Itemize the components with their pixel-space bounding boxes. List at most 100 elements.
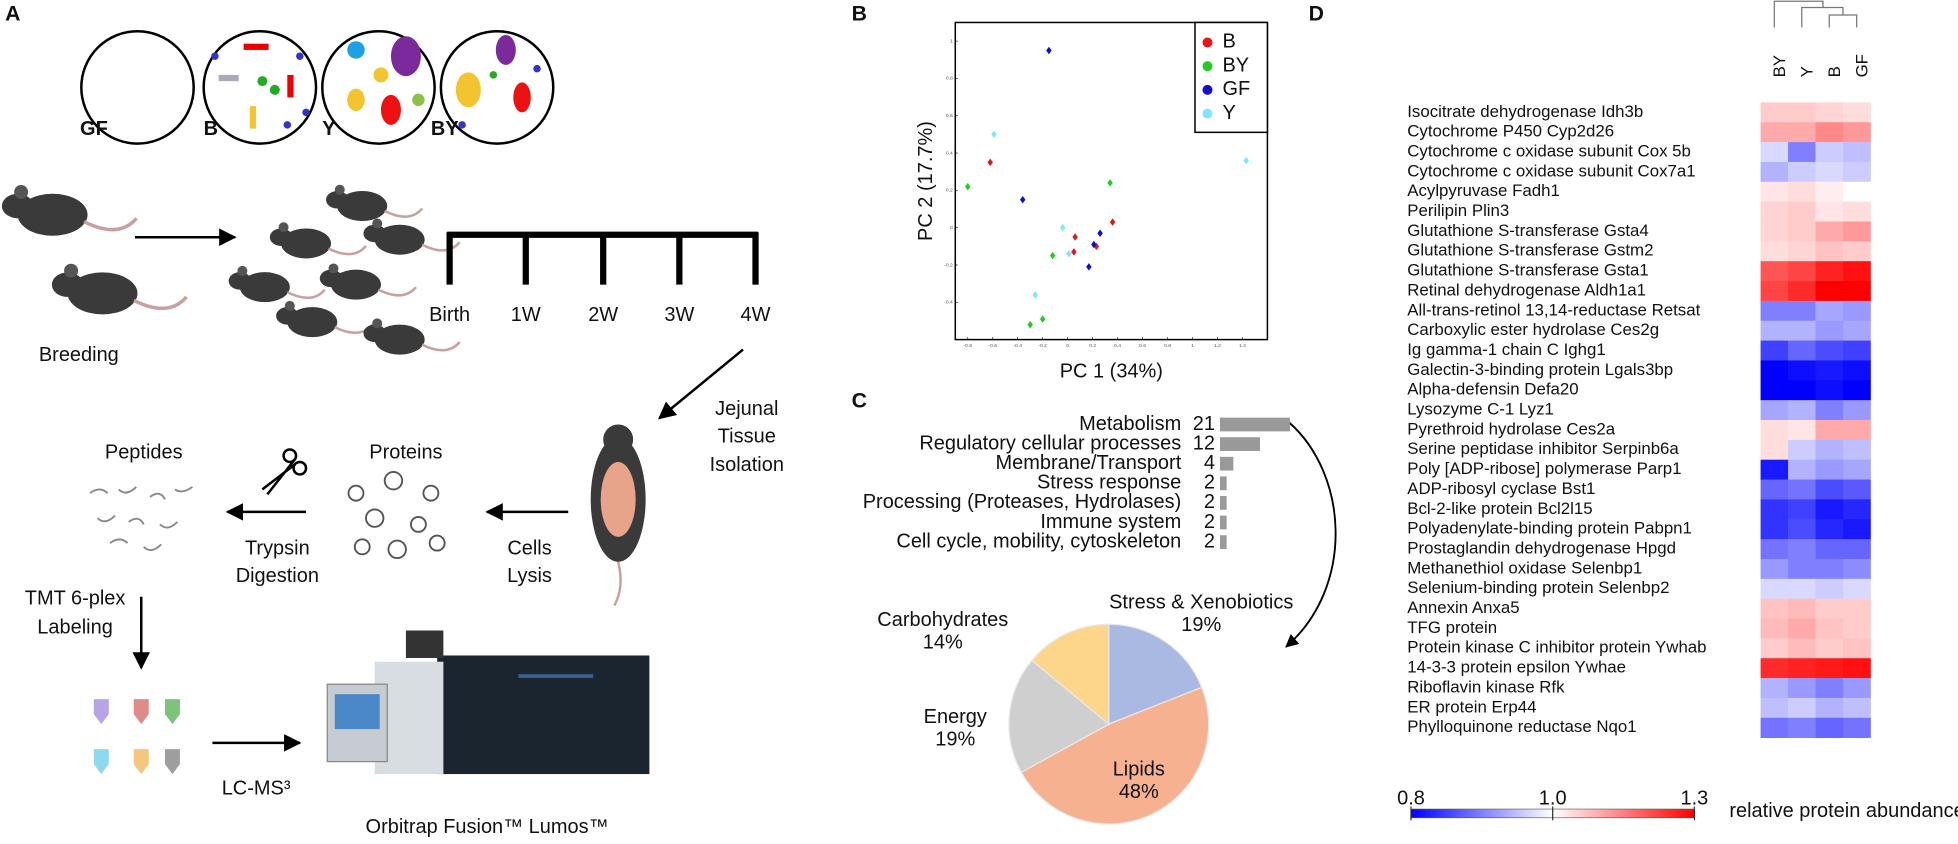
- point: [1243, 156, 1249, 165]
- timeline-label: 4W: [741, 304, 771, 326]
- y-tick-label: -0.2: [944, 262, 953, 268]
- heatmap-cell: [1788, 241, 1816, 262]
- heatmap-cell: [1815, 479, 1844, 500]
- heatmap-cell: [1788, 717, 1816, 739]
- row-label: Methanethiol oxidase Selenbp1: [1407, 558, 1642, 577]
- row-label: Protein kinase C inhibitor protein Ywhab: [1407, 638, 1706, 657]
- point: [1019, 195, 1026, 204]
- slice-value: 19%: [1181, 614, 1221, 636]
- group-label: B: [204, 118, 218, 140]
- step-label: Cells: [507, 538, 551, 560]
- colorbar-label: relative protein abundance: [1729, 800, 1958, 822]
- heatmap-cell: [1788, 658, 1816, 679]
- heatmap-cell: [1760, 221, 1789, 242]
- legend-marker: [1202, 108, 1213, 119]
- heatmap-cell: [1815, 142, 1844, 163]
- pie-slice: [1020, 686, 1210, 825]
- heatmap-cell: [1760, 300, 1789, 322]
- heatmap-cell: [1760, 558, 1789, 580]
- point: [1107, 179, 1113, 187]
- group-label: GF: [80, 118, 108, 140]
- heatmap-cell: [1788, 122, 1816, 143]
- row-label: Serine peptidase inhibitor Serpinb6a: [1407, 439, 1679, 458]
- heatmap-cell: [1788, 360, 1816, 381]
- heatmap-cell: [1815, 281, 1844, 302]
- heatmap-cell: [1788, 300, 1816, 322]
- point: [1049, 251, 1056, 260]
- bar: [1219, 437, 1260, 451]
- heatmap-cell: [1760, 122, 1789, 143]
- slice-value: 14%: [923, 631, 963, 653]
- value-label: 2: [1204, 530, 1215, 552]
- heatmap-cell: [1842, 300, 1871, 322]
- value-label: 12: [1193, 432, 1215, 454]
- mice: [0, 183, 461, 356]
- step-label: Proteins: [369, 441, 442, 463]
- heatmap-cell: [1815, 261, 1844, 282]
- heatmap-cell: [1842, 578, 1871, 600]
- heatmap-cell: [1788, 380, 1816, 401]
- point: [1072, 233, 1078, 241]
- category-label: Metabolism: [1079, 413, 1181, 435]
- heatmap-cell: [1842, 499, 1871, 520]
- x-tick-label: 0.2: [1089, 343, 1096, 349]
- heatmap-cell: [1815, 181, 1844, 203]
- heatmap-cell: [1760, 380, 1789, 401]
- column-label: GF: [1852, 54, 1871, 77]
- heatmap-cell: [1788, 539, 1816, 560]
- category-label: Immune system: [1040, 511, 1181, 533]
- heatmap-cell: [1842, 459, 1871, 480]
- arrow: [1285, 421, 1337, 648]
- x-tick-label: -0.6: [988, 343, 997, 349]
- heatmap-cell: [1815, 241, 1844, 262]
- heatmap-cell: [1842, 360, 1871, 381]
- bar: [1219, 456, 1234, 471]
- x-tick-label: 0.8: [1164, 343, 1171, 349]
- row-label: Cytochrome c oxidase subunit Cox7a1: [1407, 161, 1695, 180]
- heatmap-cell: [1842, 320, 1871, 341]
- timeline-label: 2W: [588, 304, 618, 326]
- legend-label: Y: [1222, 102, 1235, 124]
- proteins-icon: [347, 471, 446, 560]
- heatmap-cell: [1842, 122, 1871, 143]
- legend-label: GF: [1222, 78, 1250, 100]
- heatmap-cell: [1788, 499, 1816, 520]
- arrow: [658, 348, 744, 420]
- heatmap-cell: [1842, 618, 1871, 639]
- timeline-label: 3W: [664, 304, 694, 326]
- step-label: Isolation: [710, 454, 784, 476]
- heatmap-cell: [1815, 439, 1844, 461]
- heatmap-cell: [1760, 479, 1789, 500]
- heatmap-cell: [1788, 439, 1816, 461]
- heatmap-cell: [1788, 161, 1816, 183]
- dendrogram: [1773, 0, 1858, 28]
- heatmap-cell: [1760, 241, 1789, 262]
- step-label: Digestion: [236, 565, 319, 587]
- heatmap-cell: [1842, 658, 1871, 679]
- panel-label: A: [5, 3, 20, 26]
- heatmap-cell: [1842, 142, 1871, 163]
- row-label: Prostaglandin dehydrogenase Hpgd: [1407, 538, 1676, 557]
- panel-label: D: [1309, 3, 1324, 26]
- heatmap-cell: [1842, 221, 1871, 242]
- heatmap-cell: [1760, 400, 1789, 421]
- row-label: Phylloquinone reductase Nqo1: [1407, 717, 1636, 736]
- heatmap-cell: [1788, 697, 1816, 719]
- heatmap-cell: [1815, 618, 1844, 639]
- x-tick-label: 1: [1191, 343, 1194, 349]
- value-label: 2: [1204, 472, 1215, 494]
- row-label: Riboflavin kinase Rfk: [1407, 677, 1565, 696]
- slice-label: Stress & Xenobiotics: [1109, 591, 1293, 613]
- heatmap-cell: [1815, 340, 1844, 361]
- heatmap-cell: [1788, 479, 1816, 500]
- y-tick-label: 0.2: [946, 188, 953, 194]
- heatmap-cell: [1760, 340, 1789, 361]
- slice-value: 48%: [1119, 781, 1159, 803]
- heatmap-cell: [1842, 161, 1871, 183]
- heatmap-cell: [1842, 102, 1871, 123]
- heatmap-cell: [1760, 499, 1789, 520]
- point: [987, 158, 993, 167]
- step-label: Peptides: [105, 441, 183, 463]
- heatmap-cell: [1815, 420, 1844, 441]
